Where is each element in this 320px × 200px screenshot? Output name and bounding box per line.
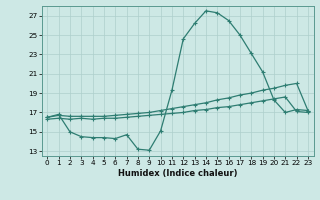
X-axis label: Humidex (Indice chaleur): Humidex (Indice chaleur) bbox=[118, 169, 237, 178]
